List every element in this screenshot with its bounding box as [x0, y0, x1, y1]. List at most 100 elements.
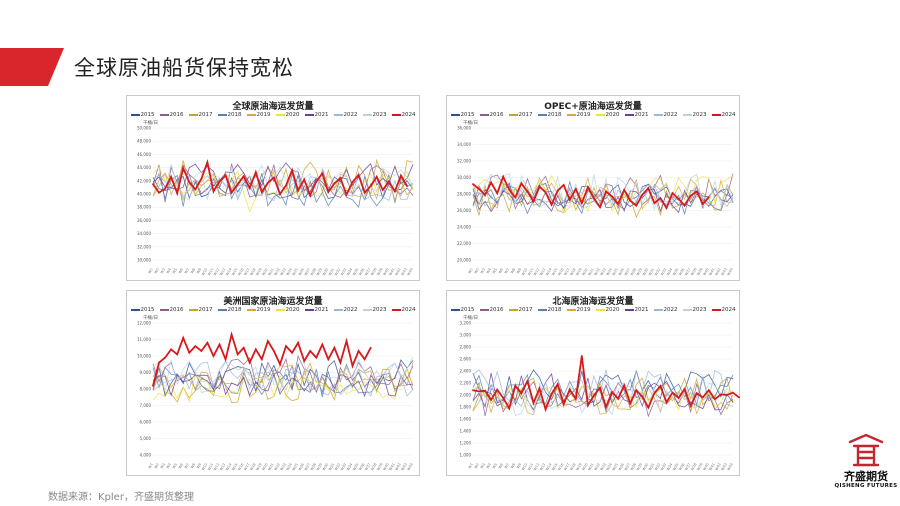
x-tick-label: W6 [178, 268, 184, 275]
legend-label: 2015 [140, 112, 155, 118]
x-tick-label: W18 [569, 463, 576, 472]
legend-item-2024: 2024 [711, 307, 736, 313]
legend-item-2016: 2016 [159, 307, 184, 313]
data-point-2024 [586, 186, 589, 189]
data-point-2024 [176, 353, 179, 356]
x-tick-label: W15 [551, 463, 558, 472]
data-point-2024 [164, 187, 166, 190]
data-point-2024 [683, 204, 686, 207]
x-tick-label: W16 [557, 268, 564, 277]
y-tick-label: 48,000 [137, 139, 151, 144]
data-point-2024 [641, 193, 644, 196]
x-tick-label: W19 [575, 268, 582, 277]
x-tick-label: W17 [243, 268, 250, 277]
legend-swatch [130, 114, 140, 116]
data-point-2024 [562, 403, 565, 405]
legend-label: 2019 [256, 307, 271, 313]
series-line-2018 [152, 364, 414, 398]
data-point-2024 [574, 397, 577, 400]
legend-item-2018: 2018 [217, 112, 242, 118]
legend-swatch [479, 309, 489, 311]
legend-label: 2019 [256, 112, 271, 118]
legend-item-2021: 2021 [304, 307, 329, 313]
chart-legend: 2015 2016 2017 2018 2019 2020 2021 2022 2023 2024 [447, 112, 739, 118]
legend-label: 2015 [140, 307, 155, 313]
x-tick-label: W14 [545, 267, 553, 277]
x-tick-label: W5 [492, 268, 498, 275]
y-tick-label: 50,000 [137, 126, 151, 131]
x-tick-label: W30 [322, 268, 329, 277]
x-tick-label: W36 [678, 268, 685, 277]
data-point-2024 [641, 395, 644, 398]
x-tick-label: W39 [696, 268, 703, 277]
x-tick-label: W7 [504, 463, 510, 470]
legend-label: 2023 [372, 112, 387, 118]
series-line-2023 [472, 173, 734, 211]
data-point-2024 [230, 333, 233, 336]
data-point-2024 [526, 190, 529, 193]
legend-swatch [391, 309, 401, 311]
data-source-note: 数据来源：Kpler，齐盛期货整理 [48, 492, 194, 503]
legend-item-2024: 2024 [711, 112, 736, 118]
x-tick-label: W13 [219, 268, 226, 277]
x-tick-label: W20 [581, 268, 588, 277]
data-point-2024 [327, 191, 330, 193]
x-tick-label: W34 [666, 267, 674, 277]
legend-item-2016: 2016 [159, 112, 184, 118]
series-line-2019 [472, 386, 734, 416]
x-tick-label: W32 [654, 463, 661, 472]
x-tick-label: W42 [714, 268, 721, 277]
chart-title: 全球原油海运发货量 [232, 102, 314, 112]
legend-label: 2021 [314, 112, 329, 118]
legend-label: 2024 [401, 307, 416, 313]
y-tick-label: 2,200 [460, 381, 472, 386]
data-point-2024 [629, 402, 632, 405]
x-tick-label: W33 [340, 268, 347, 277]
data-point-2024 [635, 389, 638, 392]
legend-item-2023: 2023 [362, 112, 387, 118]
legend-swatch [217, 114, 227, 116]
legend-label: 2022 [663, 307, 678, 313]
y-tick-label: 3,000 [460, 333, 472, 338]
series-line-2022 [472, 369, 734, 407]
data-point-2024 [200, 177, 203, 180]
data-point-2024 [586, 404, 589, 407]
legend-swatch [217, 309, 227, 311]
x-tick-label: W7 [184, 268, 190, 275]
y-tick-label: 34,000 [457, 142, 471, 147]
data-point-2024 [236, 353, 239, 356]
chart-svg: 千桶/日 1,000 1,200 1,400 1,600 1,800 2,000 2,200 2… [460, 314, 740, 472]
x-tick-label: W23 [599, 463, 606, 472]
chart-title: 美洲国家原油海运发货量 [223, 297, 323, 307]
x-tick-label: W30 [642, 268, 649, 277]
x-tick-label: W26 [618, 463, 625, 472]
data-point-2024 [303, 360, 306, 362]
x-tick-label: W20 [261, 463, 268, 472]
legend-item-2016: 2016 [479, 112, 504, 118]
legend-item-2017: 2017 [508, 112, 533, 118]
x-tick-label: W39 [696, 463, 703, 472]
data-point-2024 [279, 363, 281, 366]
data-point-2024 [568, 198, 571, 201]
legend-item-2018: 2018 [537, 112, 562, 118]
x-tick-label: W20 [261, 268, 268, 277]
x-tick-label: W43 [400, 268, 407, 277]
x-tick-label: W43 [720, 268, 727, 277]
series-line-2024 [472, 174, 710, 210]
data-point-2024 [248, 361, 251, 364]
x-tick-label: W12 [213, 268, 220, 277]
data-point-2024 [653, 202, 656, 204]
data-point-2024 [701, 203, 704, 205]
legend-item-2020: 2020 [275, 307, 300, 313]
y-tick-label: 20,000 [457, 258, 471, 263]
data-point-2024 [158, 191, 160, 194]
legend-swatch [333, 114, 343, 116]
x-tick-label: W11 [527, 268, 534, 277]
x-tick-label: W11 [207, 463, 214, 472]
y-tick-label: 22,000 [457, 241, 471, 246]
x-tick-label: W15 [551, 268, 558, 277]
data-point-2024 [285, 345, 287, 347]
x-tick-label: W8 [510, 268, 516, 275]
x-tick-label: W25 [612, 463, 619, 472]
y-tick-label: 1,800 [460, 405, 472, 410]
